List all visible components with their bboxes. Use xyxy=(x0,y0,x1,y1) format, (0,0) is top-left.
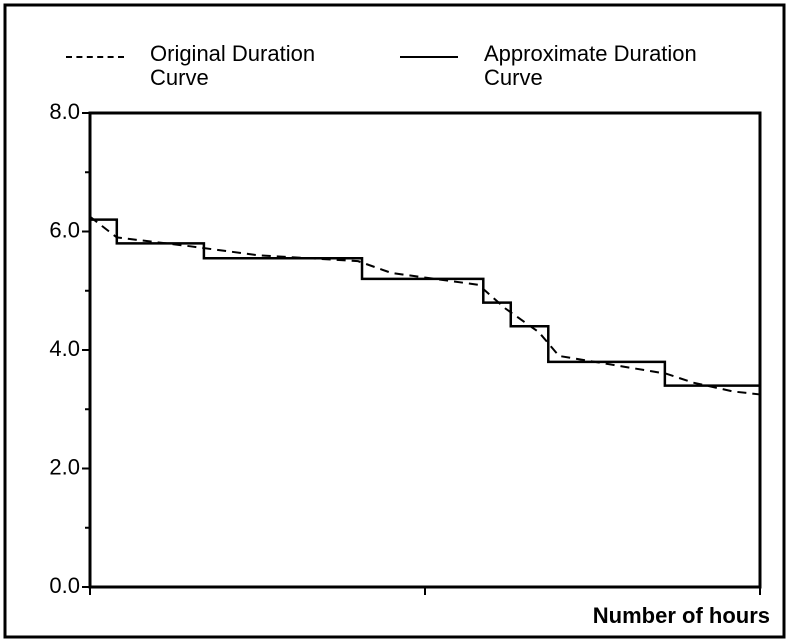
series-line xyxy=(89,215,761,396)
legend-item: Approximate Duration Curve xyxy=(400,42,744,90)
legend-swatch xyxy=(400,56,458,58)
legend-label: Approximate Duration Curve xyxy=(484,41,697,90)
plot-area xyxy=(88,111,762,589)
y-tick-label: 0.0 xyxy=(49,573,80,598)
y-tick-label: 8.0 xyxy=(49,99,80,124)
legend-label: Original Duration Curve xyxy=(150,41,316,90)
series-line xyxy=(90,218,760,387)
legend-item: Original Duration Curve xyxy=(66,42,365,90)
y-tick-label: 2.0 xyxy=(49,454,80,479)
y-tick-label: 6.0 xyxy=(49,217,80,242)
x-axis-label: Number of hours xyxy=(593,603,770,628)
frame xyxy=(3,3,786,639)
y-tick-label: 4.0 xyxy=(49,336,80,361)
legend-swatch xyxy=(66,56,124,58)
